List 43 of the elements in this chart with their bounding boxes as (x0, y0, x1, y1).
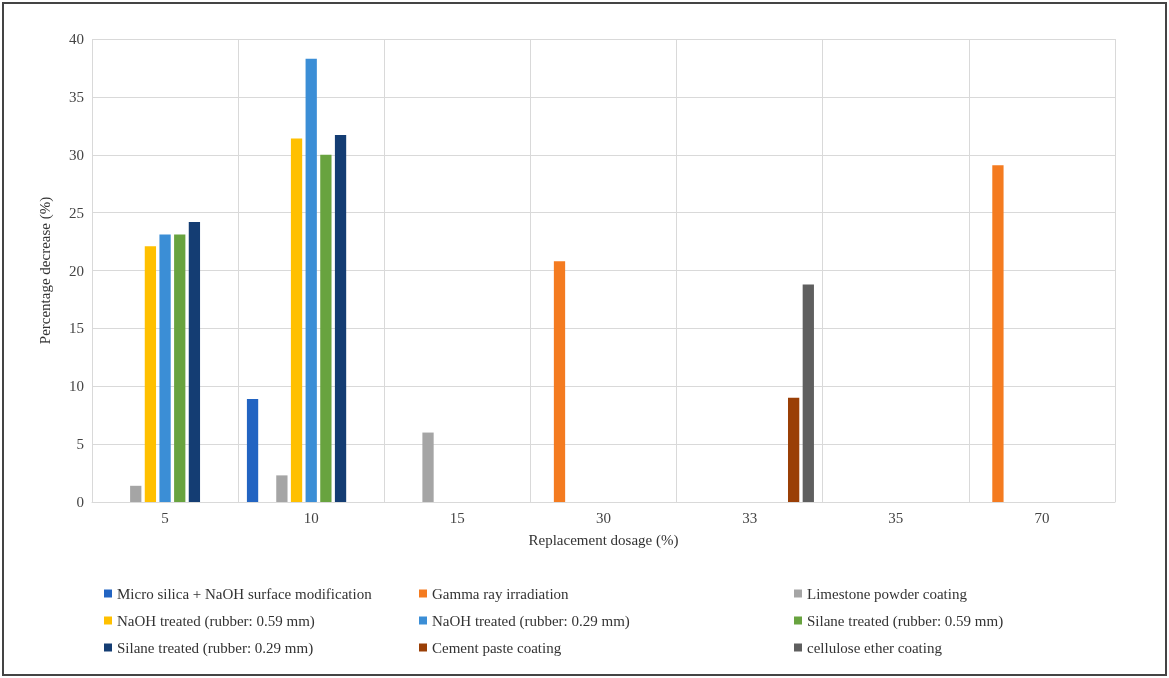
legend-label: NaOH treated (rubber: 0.29 mm) (432, 612, 630, 630)
x-tick-label: 30 (596, 509, 611, 526)
x-tick-label: 33 (742, 509, 758, 526)
x-tick-label: 15 (449, 509, 465, 526)
bar (788, 397, 800, 502)
y-tick-label: 10 (69, 378, 84, 395)
legend-label: Micro silica + NaOH surface modification (117, 585, 373, 602)
legend-label: NaOH treated (rubber: 0.59 mm) (117, 612, 315, 630)
legend-label: cellulose ether coating (807, 639, 943, 656)
x-tick-label: 70 (1034, 509, 1050, 526)
x-axis-title: Replacement dosage (%) (528, 531, 679, 549)
y-tick-label: 20 (69, 262, 84, 279)
bar (276, 475, 288, 502)
y-tick-label: 30 (69, 146, 84, 163)
legend-label: Limestone powder coating (807, 585, 968, 602)
legend-label: Silane treated (rubber: 0.29 mm) (117, 639, 314, 657)
bar (334, 135, 347, 502)
legend-label: Silane treated (rubber: 0.59 mm) (807, 612, 1004, 630)
bar (320, 154, 332, 502)
bar (130, 485, 142, 502)
legend-label: Gamma ray irradiation (432, 585, 570, 602)
legend-label: Cement paste coating (432, 639, 562, 656)
bar (305, 58, 317, 502)
bar (144, 246, 157, 502)
bar (553, 261, 566, 502)
bar (290, 138, 303, 502)
x-tick-label: 10 (303, 509, 319, 526)
bar (992, 165, 1004, 502)
y-tick-label: 15 (69, 320, 84, 337)
y-axis-title: Percentage decrease (%) (36, 196, 54, 345)
x-tick-label: 5 (161, 509, 169, 526)
bar (802, 284, 814, 502)
y-tick-label: 35 (69, 88, 84, 105)
y-tick-label: 25 (69, 204, 84, 221)
bar (174, 234, 186, 502)
bar (159, 234, 171, 502)
y-tick-label: 5 (76, 436, 84, 453)
bar (246, 398, 259, 502)
y-tick-label: 0 (76, 494, 84, 510)
bar (188, 221, 201, 502)
bar (422, 432, 434, 502)
y-tick-label: 40 (69, 31, 84, 47)
x-tick-label: 35 (888, 509, 904, 526)
